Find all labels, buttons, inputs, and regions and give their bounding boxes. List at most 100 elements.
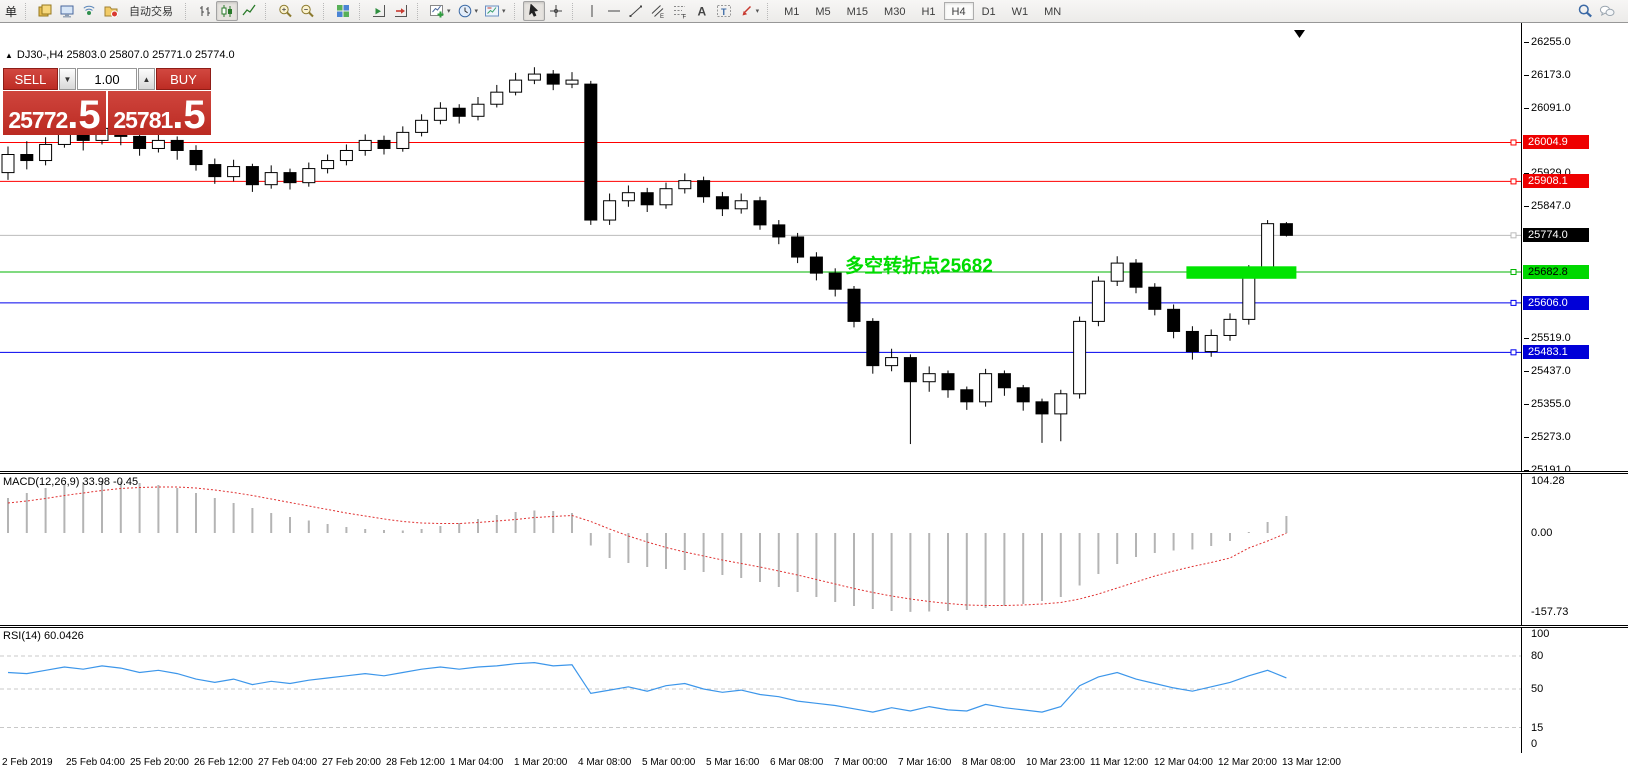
- rsi-chart: [0, 655, 1521, 728]
- line-chart-icon[interactable]: [238, 1, 260, 21]
- timeframe-H1[interactable]: H1: [921, 6, 936, 18]
- timeframe-H4[interactable]: H4: [943, 2, 974, 20]
- chat-icon[interactable]: [1596, 1, 1618, 21]
- chart-ohlc-text: DJ30-,H4 25803.0 25807.0 25771.0 25774.0: [16, 49, 235, 61]
- fibonacci-icon[interactable]: F: [669, 1, 691, 21]
- time-axis-label: 1 Mar 04:00: [450, 757, 504, 768]
- timeframe-toolbar: M1 M5 M15 M30 H1 H4 D1 W1 MN: [776, 2, 1069, 20]
- zoom-out-icon[interactable]: [296, 1, 318, 21]
- channel-icon[interactable]: E: [647, 1, 669, 21]
- buy-button[interactable]: BUY: [156, 68, 211, 90]
- macd-panel[interactable]: MACD(12,26,9) 33.98 -0.45: [0, 474, 1521, 625]
- auto-scroll-icon[interactable]: [368, 1, 390, 21]
- panel-separator[interactable]: [0, 471, 1628, 474]
- toolbar-separator: [265, 2, 272, 20]
- time-axis-label: 5 Mar 00:00: [642, 757, 696, 768]
- buy-price-main: 25781: [113, 107, 173, 133]
- bar-chart-icon[interactable]: [194, 1, 216, 21]
- price-tag-current-price-level: 25774.0: [1523, 228, 1589, 243]
- timeframe-M15[interactable]: M15: [846, 6, 869, 18]
- sell-button[interactable]: SELL: [3, 68, 58, 90]
- chart-title: ▲ DJ30-,H4 25803.0 25807.0 25771.0 25774…: [5, 49, 235, 61]
- time-axis[interactable]: 2 Feb 2019 25 Feb 04:00 25 Feb 20:00 26 Feb…: [0, 753, 1628, 775]
- periods-icon[interactable]: ▾: [454, 1, 482, 21]
- toolbar-buttons: 自动交易 ▾ ▾ ▾ E F A T ▾: [34, 1, 776, 21]
- price-tag-resistance-level-2: 25908.1: [1523, 174, 1589, 189]
- zoom-in-icon[interactable]: [274, 1, 296, 21]
- vertical-line-icon[interactable]: [581, 1, 603, 21]
- toolbar-separator: [25, 2, 32, 20]
- macd-label: MACD(12,26,9) 33.98 -0.45: [3, 476, 139, 488]
- trendline-icon[interactable]: [625, 1, 647, 21]
- time-axis-label: 26 Feb 12:00: [194, 757, 253, 768]
- chart-shift-icon[interactable]: [390, 1, 412, 21]
- macd-scale-label: 0.00: [1531, 527, 1553, 539]
- price-axis-tick: 25847.0: [1524, 199, 1571, 212]
- svg-text:T: T: [721, 7, 727, 17]
- rsi-label: RSI(14) 60.0426: [3, 630, 84, 642]
- time-axis-label: 1 Mar 20:00: [514, 757, 568, 768]
- history-center-icon[interactable]: [56, 1, 78, 21]
- template-icon[interactable]: ▾: [481, 1, 509, 21]
- time-axis-label: 5 Mar 16:00: [706, 757, 760, 768]
- toolbar-separator: [417, 2, 424, 20]
- market-watch-icon[interactable]: [100, 1, 122, 21]
- sell-price-pips: .5: [67, 93, 101, 138]
- time-axis-label: 2 Feb 2019: [2, 757, 53, 768]
- timeframe-W1[interactable]: W1: [1011, 6, 1029, 18]
- toolbar-separator: [513, 2, 521, 20]
- main-chart-panel[interactable]: ▲ DJ30-,H4 25803.0 25807.0 25771.0 25774…: [0, 23, 1521, 471]
- horizontal-line-icon[interactable]: [603, 1, 625, 21]
- timeframe-D1[interactable]: D1: [981, 6, 996, 18]
- new-order-label-fragment[interactable]: 单: [5, 4, 18, 19]
- text-icon[interactable]: A: [691, 1, 713, 21]
- price-axis[interactable]: 26255.026173.026091.025929.025847.025765…: [1521, 23, 1628, 753]
- one-click-trading-panel: SELL ▼ ▲ BUY 25772 .5 25781 .5: [3, 68, 211, 135]
- book-icon[interactable]: [34, 1, 56, 21]
- toolbar-separator: [185, 2, 192, 20]
- chevron-down-icon: ▾: [502, 8, 506, 15]
- toolbar-right-icons: [1574, 1, 1628, 21]
- panel-separator[interactable]: [0, 625, 1628, 628]
- candlestick-chart[interactable]: [0, 23, 1521, 471]
- toolbar-separator: [359, 2, 366, 20]
- candlestick-chart-icon[interactable]: [216, 1, 239, 21]
- time-axis-label: 12 Mar 04:00: [1154, 757, 1213, 768]
- chart-annotation[interactable]: 多空转折点25682: [845, 256, 993, 277]
- volume-decrease-button[interactable]: ▼: [59, 68, 76, 90]
- toolbar: 单 自动交易 ▾ ▾ ▾ E F A T ▾ M1 M5 M15 M30 H1 H4 D1 W1 MN: [0, 0, 1628, 23]
- rsi-scale-label: 50: [1531, 683, 1544, 695]
- macd-scale-label: -157.73: [1531, 605, 1569, 618]
- timeframe-MN[interactable]: MN: [1044, 6, 1062, 18]
- timeframe-M30[interactable]: M30: [884, 6, 906, 18]
- crosshair-icon[interactable]: [545, 1, 567, 21]
- time-axis-label: 12 Mar 20:00: [1218, 757, 1277, 768]
- buy-price-display[interactable]: 25781 .5: [108, 91, 211, 135]
- new-indicator-icon[interactable]: ▾: [426, 1, 454, 21]
- price-tag-resistance-level-1: 26004.9: [1523, 135, 1589, 150]
- rsi-scale-label: 0: [1531, 738, 1538, 750]
- svg-text:F: F: [682, 15, 686, 20]
- volume-input[interactable]: [77, 68, 137, 90]
- timeframe-M1[interactable]: M1: [784, 6, 800, 18]
- macd-scale-label: 104.28: [1531, 474, 1565, 487]
- tile-windows-icon[interactable]: [332, 1, 354, 21]
- price-axis-tick: 25437.0: [1524, 364, 1571, 377]
- sell-price-display[interactable]: 25772 .5: [3, 91, 106, 135]
- timeframe-M5[interactable]: M5: [815, 6, 831, 18]
- arrows-icon[interactable]: ▾: [735, 1, 763, 21]
- signal-icon[interactable]: [78, 1, 100, 21]
- price-axis-tick: 26091.0: [1524, 101, 1571, 114]
- price-axis-tick: 25273.0: [1524, 430, 1571, 443]
- volume-increase-button[interactable]: ▲: [138, 68, 155, 90]
- cursor-icon[interactable]: [522, 1, 545, 21]
- text-label-icon[interactable]: T: [713, 1, 735, 21]
- search-icon[interactable]: [1574, 1, 1596, 21]
- macd-chart: [7, 481, 1288, 612]
- time-axis-label: 4 Mar 08:00: [578, 757, 632, 768]
- svg-text:A: A: [697, 5, 706, 19]
- rsi-panel[interactable]: RSI(14) 60.0426: [0, 628, 1521, 753]
- auto-trading-button[interactable]: 自动交易: [129, 6, 174, 18]
- time-axis-label: 28 Feb 12:00: [386, 757, 445, 768]
- chevron-down-icon: ▾: [474, 8, 479, 15]
